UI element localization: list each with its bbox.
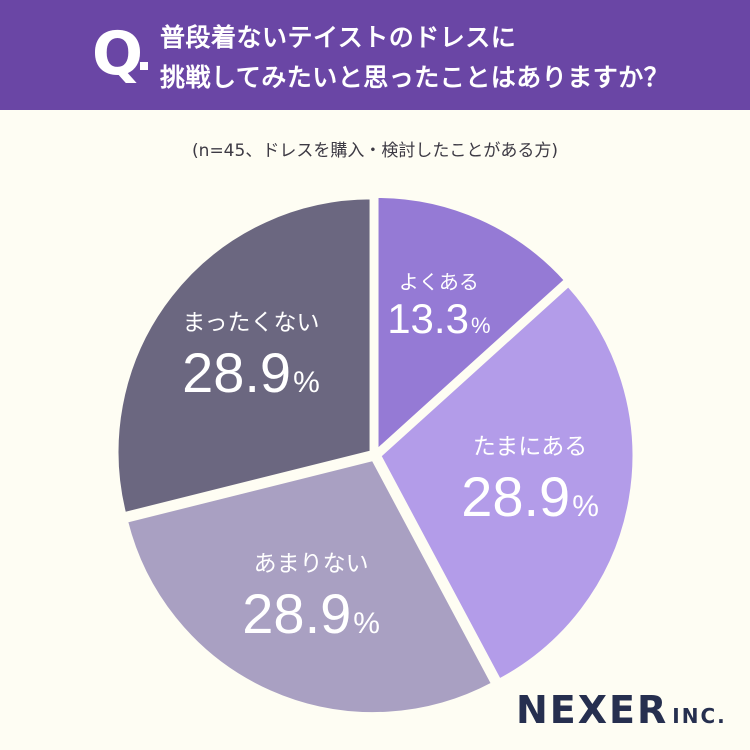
logo-sub: INC. xyxy=(672,704,727,728)
slice-label-2: たまにある xyxy=(473,434,587,460)
pie-slice-3 xyxy=(124,457,495,716)
question-q-dot xyxy=(140,62,148,70)
slice-value-1: 13.3% xyxy=(387,295,490,342)
question-header: Q 普段着ないテイストのドレスに 挑戦してみたいと思ったことはありますか？ xyxy=(0,0,750,110)
logo-main: NEXER xyxy=(516,688,669,732)
pie-slice-2 xyxy=(378,283,636,682)
slice-value-3: 28.9% xyxy=(242,582,380,645)
pie-slices xyxy=(115,194,636,716)
slice-value-4: 28.9% xyxy=(182,341,320,404)
slice-value-2: 28.9% xyxy=(461,465,599,528)
question-text-line2: 挑戦してみたいと思ったことはありますか？ xyxy=(160,63,670,92)
slice-label-1: よくある xyxy=(399,270,479,294)
pie-slice-1 xyxy=(375,194,568,454)
question-text-line1: 普段着ないテイストのドレスに xyxy=(160,23,517,52)
slice-label-3: あまりない xyxy=(254,551,369,577)
nexer-logo: NEXER INC. xyxy=(516,688,727,732)
question-q-mark: Q xyxy=(92,19,144,89)
chart-subtitle: (n=45、ドレスを購入・検討したことがある方) xyxy=(192,141,558,161)
pie-slice-4 xyxy=(115,196,373,516)
slice-label-4: まったくない xyxy=(182,310,319,336)
